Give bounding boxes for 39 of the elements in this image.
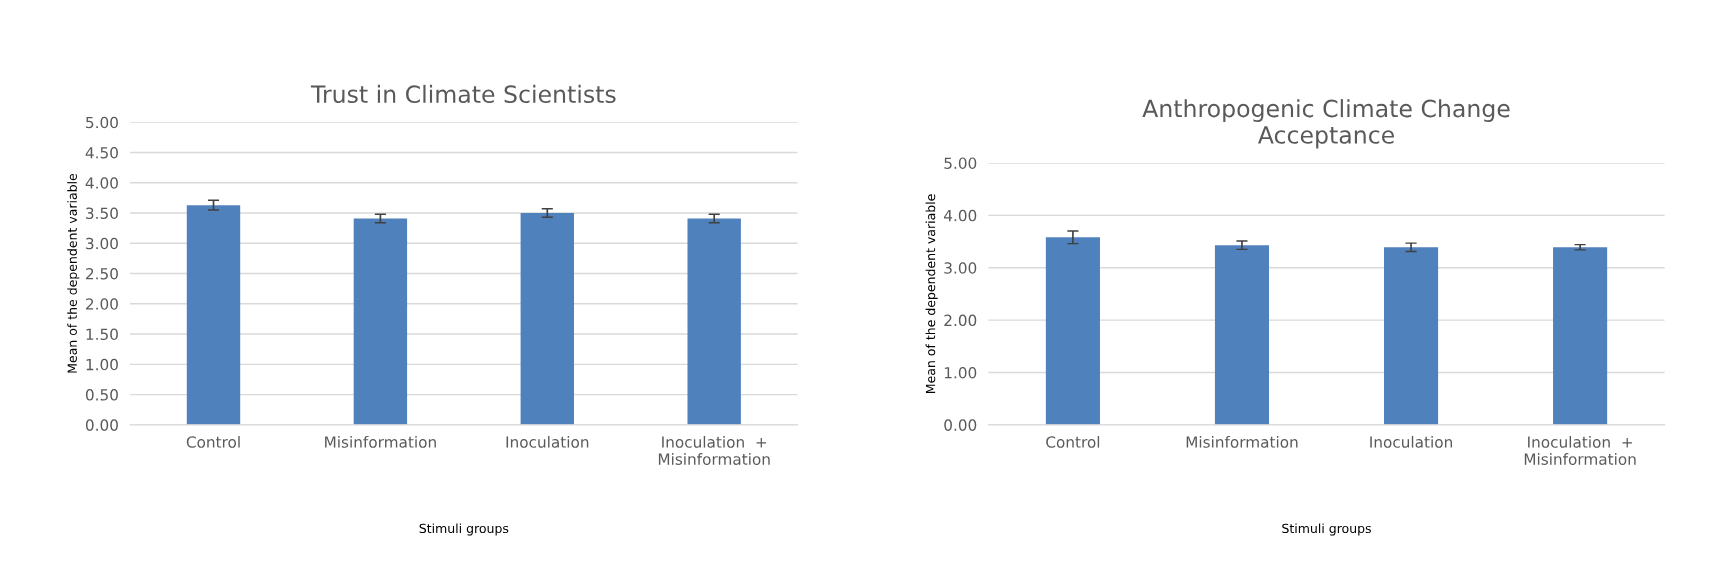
- x-tick-label: Misinformation: [325, 435, 436, 448]
- x-tick-label: Inoculation + Misinformation: [1524, 435, 1636, 465]
- x-tick-label: Inoculation + Misinformation: [658, 435, 770, 465]
- y-tick-label: 4.00: [944, 209, 977, 222]
- bar: [186, 205, 241, 425]
- chart-title: Trust in Climate Scientists: [310, 84, 616, 104]
- x-tick-label: Misinformation: [1186, 435, 1298, 448]
- x-axis-title: Stimuli groups: [419, 523, 509, 536]
- y-tick-label: 1.50: [86, 328, 118, 341]
- y-tick-label: 0.50: [85, 389, 118, 401]
- y-tick-label: 0.00: [85, 419, 118, 431]
- y-tick-label: 4.50: [85, 146, 118, 159]
- x-axis-title: Stimuli groups: [1282, 523, 1371, 536]
- bar: [1383, 247, 1439, 425]
- y-tick-label: 2.00: [944, 314, 977, 327]
- chart-title: Anthropogenic Climate Change Acceptance: [1142, 99, 1510, 149]
- bar: [1045, 237, 1100, 425]
- y-axis-title: Mean of the dependent variable: [67, 173, 80, 373]
- y-tick-label: 5.00: [86, 116, 118, 129]
- bar: [687, 218, 741, 425]
- y-axis-title: Mean of the dependent variable: [925, 194, 938, 393]
- x-tick-label: Inoculation: [506, 435, 589, 448]
- y-tick-label: 3.00: [86, 237, 118, 250]
- y-tick-label: 3.00: [944, 262, 977, 274]
- x-tick-label: Control: [1046, 435, 1100, 448]
- y-tick-label: 1.00: [944, 366, 977, 379]
- y-tick-label: 2.50: [86, 268, 118, 280]
- y-tick-label: 5.00: [944, 157, 977, 169]
- bar: [1214, 245, 1270, 425]
- y-tick-label: 0.00: [944, 419, 977, 431]
- y-tick-label: 1.00: [86, 358, 118, 371]
- x-tick-label: Control: [186, 435, 240, 448]
- y-tick-label: 2.00: [86, 298, 118, 310]
- y-tick-label: 3.50: [86, 207, 118, 220]
- bar: [520, 213, 574, 425]
- y-tick-label: 4.00: [85, 177, 118, 189]
- x-tick-label: Inoculation: [1370, 435, 1452, 448]
- bar: [1553, 247, 1608, 425]
- bar: [353, 218, 408, 425]
